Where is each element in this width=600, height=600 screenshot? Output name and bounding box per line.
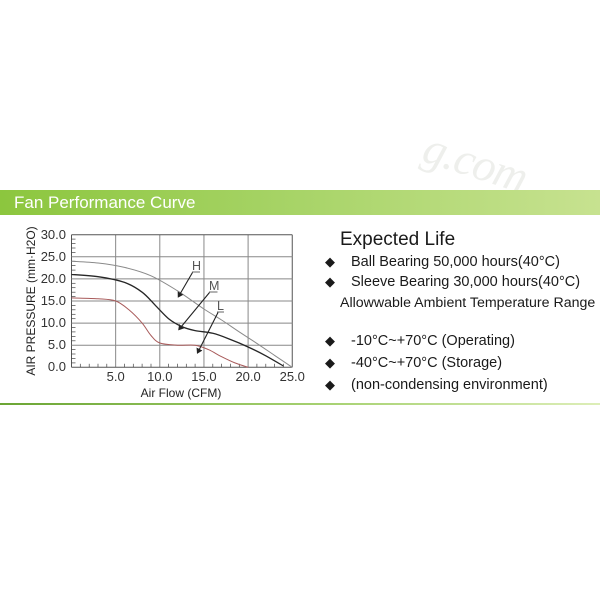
svg-text:30.0: 30.0 (41, 227, 66, 242)
svg-text:10.0: 10.0 (147, 369, 172, 384)
svg-text:20.0: 20.0 (41, 271, 66, 286)
svg-text:5.0: 5.0 (107, 369, 125, 384)
svg-text:15.0: 15.0 (191, 369, 216, 384)
svg-text:H: H (192, 259, 201, 273)
svg-text:15.0: 15.0 (41, 293, 66, 308)
svg-text:0.0: 0.0 (48, 359, 66, 374)
svg-text:AIR PRESSURE (mm·H2O): AIR PRESSURE (mm·H2O) (24, 226, 38, 375)
svg-text:25.0: 25.0 (41, 249, 66, 264)
svg-text:25.0: 25.0 (280, 369, 305, 384)
svg-text:L: L (217, 299, 224, 313)
svg-text:M: M (209, 279, 219, 293)
svg-text:10.0: 10.0 (41, 315, 66, 330)
svg-text:5.0: 5.0 (48, 337, 66, 352)
svg-text:20.0: 20.0 (235, 369, 260, 384)
svg-text:Air Flow (CFM): Air Flow (CFM) (141, 386, 222, 400)
